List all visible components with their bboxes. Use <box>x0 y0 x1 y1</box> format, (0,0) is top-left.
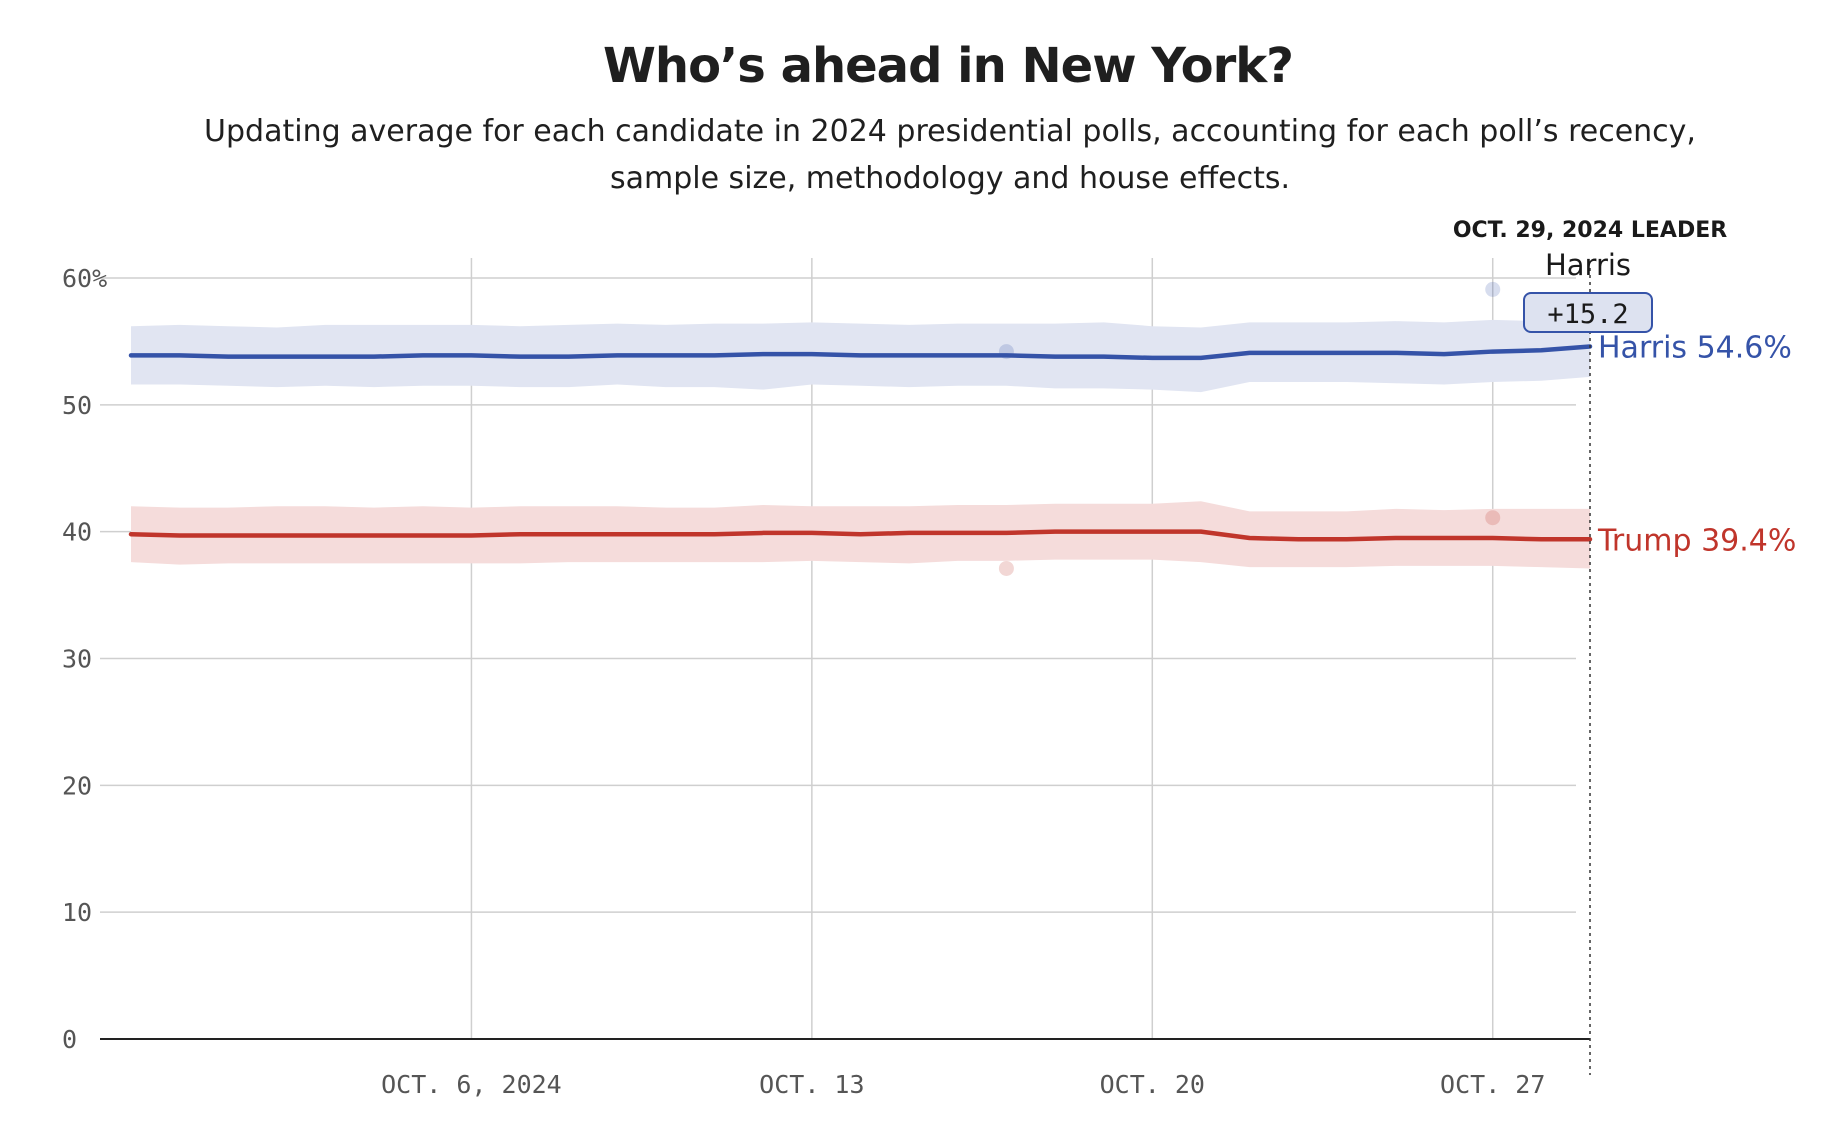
harris-poll-point <box>1485 281 1501 297</box>
y-tick-label: 30 <box>62 645 92 674</box>
x-tick-label: OCT. 13 <box>759 1070 864 1099</box>
y-tick-label: 20 <box>62 771 92 800</box>
y-tick-label: 10 <box>62 898 92 927</box>
trump-poll-point <box>998 560 1014 576</box>
harris-end-label: Harris 54.6% <box>1598 330 1792 365</box>
leader-name: Harris <box>1545 248 1631 282</box>
x-tick-label: OCT. 27 <box>1440 1070 1545 1099</box>
trump-end-label: Trump 39.4% <box>1597 523 1796 558</box>
chart-title: Who’s ahead in New York? <box>602 38 1294 94</box>
y-tick-label: 60% <box>62 264 107 293</box>
leader-heading: OCT. 29, 2024 LEADER <box>1453 218 1727 243</box>
trump-average-line <box>128 529 1593 542</box>
leader-margin-box <box>1523 292 1653 333</box>
harris-average-line <box>128 344 1593 361</box>
y-tick-label: 40 <box>62 518 92 547</box>
y-tick-label: 0 <box>62 1025 77 1054</box>
y-tick-label: 50 <box>62 391 92 420</box>
chart-subtitle: Updating average for each candidate in 2… <box>204 114 1696 196</box>
x-tick-label: OCT. 20 <box>1100 1070 1205 1099</box>
x-tick-label: OCT. 6, 2024 <box>381 1070 562 1099</box>
trump-poll-point <box>1485 510 1501 526</box>
leader-margin-value: +15.2 <box>1547 299 1628 330</box>
